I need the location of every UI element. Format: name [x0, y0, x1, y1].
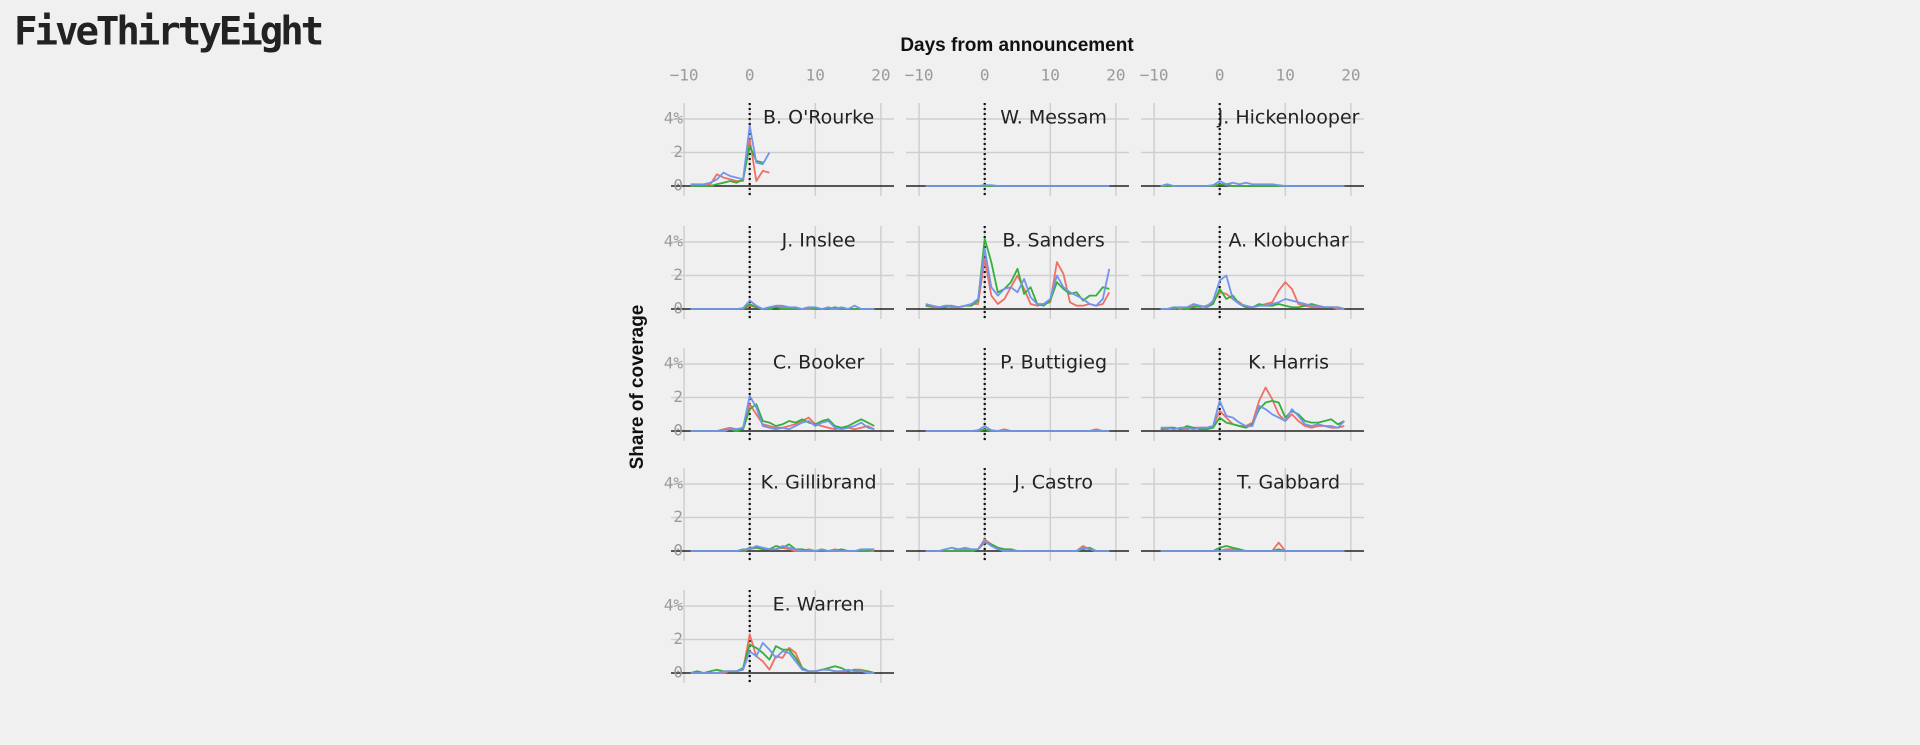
panel-title: J. Hickenlooper: [1217, 107, 1360, 129]
x-tick-label: 10: [1041, 66, 1060, 85]
x-tick-label: −10: [670, 66, 699, 85]
series-line: [690, 545, 875, 552]
x-tick-label: 20: [1341, 66, 1360, 85]
y-tick-label: 4%: [664, 596, 684, 615]
series-line: [1160, 400, 1345, 431]
y-tick-label: 4%: [664, 109, 684, 128]
series-line: [925, 184, 1110, 187]
x-tick-label: −10: [1140, 66, 1169, 85]
panel-title: W. Messam: [1000, 107, 1107, 129]
panel-title: K. Harris: [1248, 352, 1329, 374]
series-line: [925, 425, 1110, 432]
series-line: [690, 144, 764, 187]
y-tick-label: 0: [673, 663, 683, 682]
series-line: [690, 124, 771, 186]
panel-title: C. Booker: [773, 352, 865, 374]
y-tick-label: 0: [673, 421, 683, 440]
panel-title: B. O'Rourke: [763, 107, 874, 129]
y-tick-label: 4%: [664, 474, 684, 493]
series-line: [690, 633, 875, 674]
panel-title: B. Sanders: [1002, 230, 1104, 252]
y-tick-label: 0: [673, 541, 683, 560]
x-tick-label: 20: [1106, 66, 1125, 85]
y-tick-label: 0: [673, 176, 683, 195]
series-line: [1160, 274, 1345, 310]
logo: FiveThirtyEight: [14, 10, 322, 55]
series-line: [690, 642, 875, 674]
x-axis-label: Days from announcement: [900, 35, 1134, 56]
x-tick-label: 10: [806, 66, 825, 85]
y-tick-label: 0: [673, 299, 683, 318]
panel-title: P. Buttigieg: [1000, 352, 1107, 374]
y-tick-label: 2: [673, 629, 683, 648]
panel-title: J. Inslee: [781, 230, 856, 252]
y-tick-label: 4%: [664, 232, 684, 251]
series-line: [925, 247, 1111, 309]
y-axis-label: Share of coverage: [627, 305, 648, 470]
y-tick-label: 2: [673, 142, 683, 161]
y-tick-label: 2: [673, 265, 683, 284]
series-line: [690, 394, 875, 432]
y-tick-label: 2: [673, 507, 683, 526]
series-line: [925, 540, 1110, 552]
panel-title: T. Gabbard: [1236, 472, 1340, 494]
panel-title: K. Gillibrand: [761, 472, 877, 494]
series-line: [690, 299, 875, 310]
y-tick-label: 2: [673, 387, 683, 406]
x-tick-label: 0: [745, 66, 755, 85]
y-tick-label: 4%: [664, 354, 684, 373]
panel-title: A. Klobuchar: [1228, 230, 1348, 252]
x-tick-label: 0: [980, 66, 990, 85]
x-tick-label: 20: [871, 66, 890, 85]
series-line: [1160, 541, 1345, 552]
x-tick-label: 0: [1215, 66, 1225, 85]
panel-title: E. Warren: [773, 594, 865, 616]
x-tick-label: −10: [905, 66, 934, 85]
panel-title: J. Castro: [1013, 472, 1093, 494]
series-line: [1160, 180, 1345, 187]
series-line: [690, 643, 875, 674]
x-tick-label: 10: [1276, 66, 1295, 85]
